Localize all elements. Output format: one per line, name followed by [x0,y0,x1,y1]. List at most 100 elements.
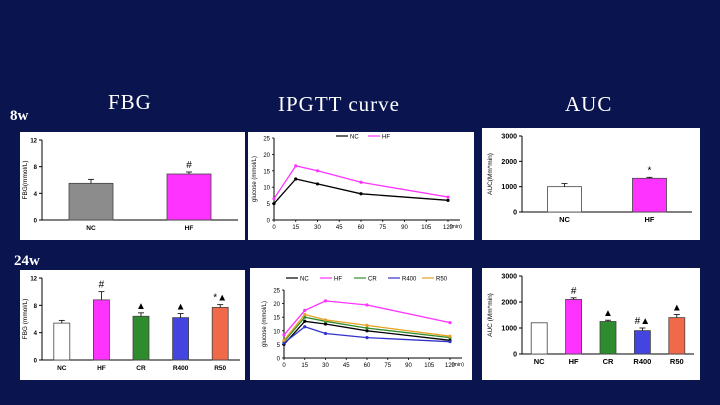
data-point-nc [446,198,450,202]
bar-hf [166,173,212,221]
x-tick-label: 105 [424,363,435,369]
significance-mark: * [648,165,652,176]
x-tick-label: 45 [336,225,343,231]
bar-hf [632,177,667,213]
x-tick-label: CR [603,357,614,366]
y-tick-label: 4 [34,331,38,337]
y-axis-label: AUC(Mm*min) [487,153,494,195]
bar-cr [599,321,617,355]
significance-mark: # [186,160,192,171]
data-point-hf [323,299,328,303]
x-tick-label: 0 [282,363,286,369]
x-tick-label: 0 [272,225,276,231]
x-tick-label: 120 [445,363,456,369]
y-tick-label: 2000 [501,159,517,166]
y-tick-label: 8 [34,304,38,310]
data-point-r400 [448,340,452,344]
data-point-nc [294,177,298,181]
data-point-hf [282,333,286,337]
x-tick-label: R50 [670,357,684,366]
data-point-r400 [323,331,328,336]
significance-mark: ▲ [603,308,613,319]
row-label-8w: 8w [10,108,29,124]
y-axis-label: glucose (mmol/L) [252,156,258,202]
bar-nc [53,322,71,361]
y-tick-label: 4 [34,192,38,198]
x-tick-label: 90 [405,363,412,369]
data-point-hf [294,164,298,168]
y-tick-label: 3000 [501,134,517,141]
legend-label-r50: R50 [436,277,448,283]
y-tick-label: 2000 [501,300,517,307]
ipgtt-24w-svg: 0 5 10 15 20 25 0 15 30 45 60 75 90 105 120(min) glucos… [262,277,464,370]
x-tick-label: 90 [401,225,408,231]
x-tick-label: 75 [379,225,386,231]
y-tick-label: 0 [513,210,517,217]
x-tick-label: R50 [214,365,226,372]
y-tick-label: 20 [263,153,270,159]
x-tick-label: 30 [314,225,321,231]
data-point-r50 [282,338,286,342]
header-ipgtt: IPGTT curve [278,92,400,116]
data-point-r400 [365,336,369,340]
y-tick-label: 12 [30,277,37,283]
x-tick-label: NC [86,225,96,232]
significance-mark: ▲ [176,302,186,313]
ipgtt-8w-chart: 0 5 10 15 20 25 0 15 30 45 60 75 90 105 120 (min) glucos… [248,132,474,240]
x-tick-label: 105 [421,225,432,231]
y-tick-label: 8 [34,165,38,171]
legend-label-r400: R400 [402,277,417,283]
auc-8w-svg: 0 1000 2000 3000 AUC(Mm*min) NC HF * [487,134,692,224]
x-tick-label: 120 [443,225,454,231]
legend-label-nc: NC [350,135,359,141]
data-point-nc [315,182,320,186]
y-axis-label: glucose (mmol/L) [262,301,268,347]
y-tick-label: 12 [30,139,37,145]
y-tick-label: 0 [277,357,281,363]
legend-label-hf: HF [334,277,342,283]
x-tick-label: HF [97,365,106,372]
x-tick-label: NC [559,215,570,224]
x-tick-label: CR [136,365,146,372]
fbg-24w-svg: 0 4 8 12 FBG (mmol/L) NC HF # CR ▲ R400 ▲ R50 *▲ [22,277,240,372]
bar-r400 [172,317,190,361]
row-label-24w: 24w [14,253,40,269]
data-point-cr [365,326,369,330]
header-fbg: FBG [108,90,152,114]
legend-label-cr: CR [368,277,377,283]
data-point-nc [272,202,276,206]
x-tick-label: 75 [384,363,391,369]
x-tick-label: HF [645,215,655,224]
y-tick-label: 25 [263,137,270,143]
x-tick-label: 45 [343,363,350,369]
legend-label-hf: HF [382,135,390,141]
y-tick-label: 0 [34,219,38,225]
significance-mark: #▲ [635,316,650,327]
significance-mark: # [99,280,105,291]
data-point-hf [359,180,363,184]
y-tick-label: 0 [34,359,38,365]
bar-r50 [211,306,229,361]
y-tick-label: 0 [267,219,271,225]
data-point-hf [315,169,320,173]
significance-mark: ▲ [672,302,682,313]
bar-nc [530,322,548,355]
data-point-r50 [303,312,307,317]
y-axis-label: FBG (mmol/L) [22,299,29,340]
significance-mark: *▲ [213,293,227,304]
data-point-hf [448,321,452,325]
y-tick-label: 0 [513,352,517,359]
bar-nc [547,186,582,213]
data-point-hf [303,308,307,312]
y-tick-label: 1000 [501,184,517,191]
x-tick-label: 60 [358,225,365,231]
y-tick-label: 10 [263,186,270,192]
x-axis-unit: (min) [451,362,464,368]
fbg-24w-chart: 0 4 8 12 FBG (mmol/L) NC HF # CR ▲ R400 ▲ R50 *▲ [20,270,245,380]
fbg-8w-chart: 0 4 8 12 FBG(mmol/L) NC HF # [20,132,245,240]
bar-cr [132,315,150,361]
bar-hf [93,299,110,361]
bar-nc [68,182,114,221]
x-tick-label: NC [57,365,67,372]
x-tick-label: NC [534,357,545,366]
